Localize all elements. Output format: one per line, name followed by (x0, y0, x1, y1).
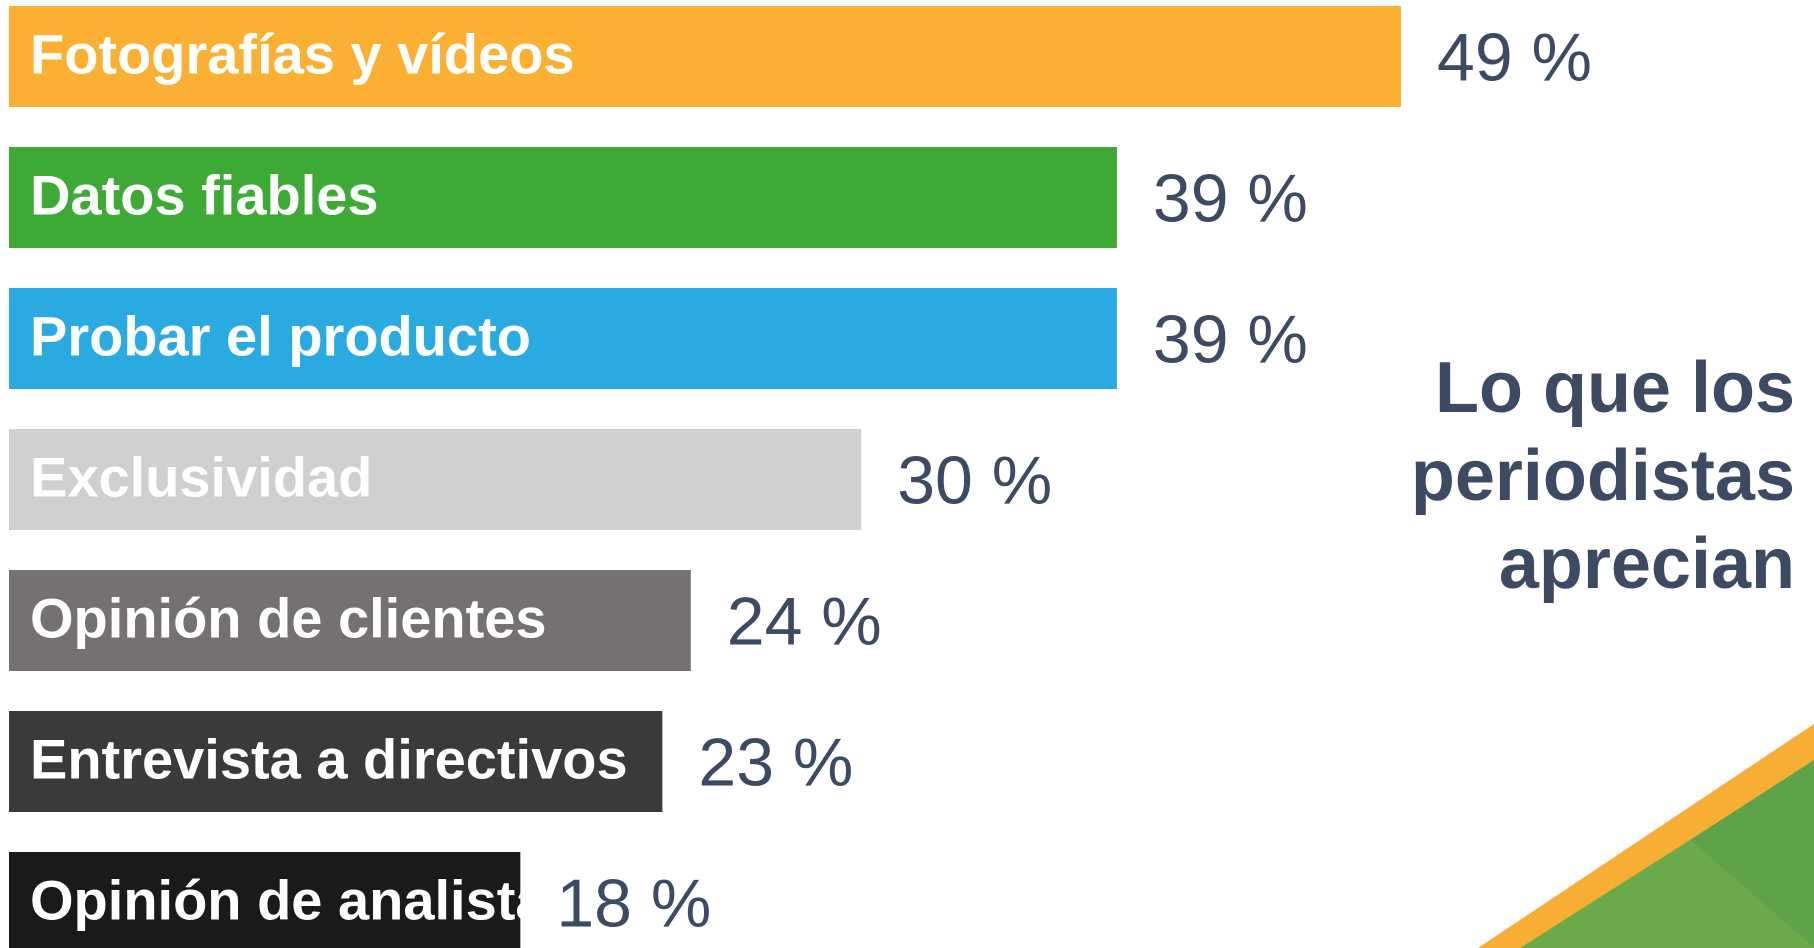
category-label: Opinión de analistas (30, 868, 578, 931)
chart-title: periodistas (1411, 436, 1795, 516)
category-label: Exclusividad (30, 445, 372, 508)
bar (9, 288, 1117, 389)
value-label: 23 % (698, 724, 853, 800)
bar (9, 147, 1117, 248)
bar (9, 570, 691, 671)
category-label: Opinión de clientes (30, 586, 547, 649)
value-label: 18 % (556, 865, 711, 941)
value-label: 24 % (727, 583, 882, 659)
category-label: Fotografías y vídeos (30, 22, 575, 85)
chart-title: Lo que los (1435, 348, 1795, 428)
category-label: Entrevista a directivos (30, 727, 628, 790)
value-label: 49 % (1437, 19, 1592, 95)
bar (9, 6, 1401, 107)
decoration (1520, 840, 1814, 948)
chart-title: aprecian (1499, 524, 1795, 604)
bar (9, 711, 663, 812)
value-label: 30 % (897, 442, 1052, 518)
bar (9, 852, 521, 948)
decoration (1690, 760, 1814, 948)
value-label: 39 % (1153, 301, 1308, 377)
bar (9, 429, 862, 530)
value-label: 39 % (1153, 160, 1308, 236)
category-label: Probar el producto (30, 304, 531, 367)
category-label: Datos fiables (30, 163, 379, 226)
